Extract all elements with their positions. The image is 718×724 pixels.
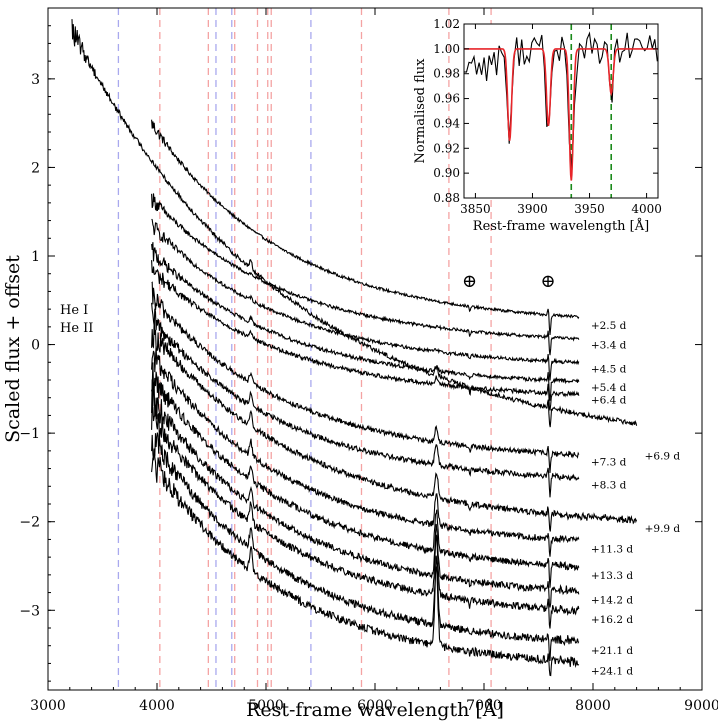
x-tick-label: 7000 bbox=[466, 698, 502, 714]
x-axis-label: Rest-frame wavelength [Å] bbox=[246, 699, 504, 721]
inset-x-axis-label: Rest-frame wavelength [Å] bbox=[473, 218, 649, 234]
y-tick-label: 1 bbox=[31, 249, 40, 265]
epoch-label: +3.4 d bbox=[591, 340, 627, 352]
epoch-label: +4.5 d bbox=[591, 363, 627, 375]
epoch-label: +7.3 d bbox=[591, 456, 627, 468]
inset-x-tick-label: 3950 bbox=[574, 202, 605, 216]
spectrum-line bbox=[151, 119, 580, 336]
line-markers bbox=[117, 8, 492, 690]
spectrum-line bbox=[151, 193, 580, 356]
y-axis-label: Scaled flux + offset bbox=[2, 255, 24, 443]
x-tick-label: 4000 bbox=[139, 698, 175, 714]
inset-y-tick-label: 0.94 bbox=[433, 116, 460, 130]
model-spectrum bbox=[464, 48, 658, 181]
inset-y-tick-label: 0.92 bbox=[433, 141, 460, 155]
telluric-symbol: ⊕ bbox=[540, 271, 555, 292]
epoch-label: +21.1 d bbox=[591, 645, 634, 657]
y-tick-label: −3 bbox=[19, 603, 40, 619]
inset-y-tick-label: 0.88 bbox=[433, 191, 460, 205]
y-tick-label: 2 bbox=[31, 160, 40, 176]
main-plot: +2.5 d +3.4 d +4.5 d +5.4 d+6.4 d +6.9 d +7.3… bbox=[2, 7, 718, 721]
inset-x-tick-label: 4000 bbox=[631, 202, 662, 216]
spectrum-line bbox=[151, 218, 580, 381]
telluric-symbol: ⊕ bbox=[462, 271, 477, 292]
spectrum-line bbox=[151, 404, 580, 629]
spectrum-line bbox=[151, 320, 638, 532]
spectrum-line bbox=[151, 260, 580, 411]
epoch-label: +2.5 d bbox=[591, 320, 627, 332]
spectrum-line bbox=[151, 432, 580, 661]
legend-label: He II bbox=[60, 321, 93, 336]
spectrum-line bbox=[71, 19, 638, 428]
spectrum-line bbox=[151, 362, 580, 588]
spectrum-line bbox=[151, 281, 580, 473]
epoch-label: +13.3 d bbox=[591, 570, 634, 582]
x-tick-label: 8000 bbox=[575, 698, 611, 714]
x-tick-label: 5000 bbox=[248, 698, 284, 714]
epoch-label: +16.2 d bbox=[591, 614, 634, 626]
inset-y-tick-label: 1.00 bbox=[433, 42, 460, 56]
epoch-label: +11.3 d bbox=[591, 543, 634, 555]
x-tick-label: 3000 bbox=[30, 698, 66, 714]
epoch-label: +6.4 d bbox=[591, 394, 627, 406]
epoch-label: +14.2 d bbox=[591, 595, 634, 607]
inset-y-tick-label: 1.02 bbox=[433, 17, 460, 31]
legend-label: He I bbox=[60, 303, 88, 318]
spectra: +2.5 d +3.4 d +4.5 d +5.4 d+6.4 d +6.9 d +7.3… bbox=[71, 19, 681, 678]
y-tick-label: 3 bbox=[31, 72, 40, 88]
epoch-label: +9.9 d bbox=[645, 523, 681, 535]
inset-x-tick-label: 3900 bbox=[517, 202, 548, 216]
spectrum-line bbox=[151, 379, 580, 608]
inset-x-tick-label: 3850 bbox=[460, 202, 491, 216]
x-tick-label: 9000 bbox=[684, 698, 718, 714]
inset-y-tick-label: 0.90 bbox=[433, 166, 460, 180]
spectrum-line bbox=[151, 242, 580, 401]
x-tick-label: 6000 bbox=[357, 698, 393, 714]
y-tick-label: −1 bbox=[19, 426, 40, 442]
y-tick-label: 0 bbox=[31, 338, 40, 354]
inset-y-tick-label: 0.96 bbox=[433, 92, 460, 106]
inset-frame-border bbox=[463, 23, 659, 199]
inset-y-tick-label: 0.98 bbox=[433, 67, 460, 81]
epoch-label: +8.3 d bbox=[591, 480, 627, 492]
epoch-label: +24.1 d bbox=[591, 666, 634, 678]
spectrum-line bbox=[151, 346, 580, 557]
spectrum-line bbox=[151, 302, 580, 498]
inset-y-axis-label: Normalised flux bbox=[413, 58, 428, 164]
epoch-label: +6.9 d bbox=[645, 450, 681, 462]
inset-plot: 3850 3900 3950 4000 1.02 1.00 0.98 0.96 0.94 0.92… bbox=[413, 17, 662, 234]
spectrum-line bbox=[151, 448, 580, 677]
y-tick-label: −2 bbox=[19, 515, 40, 531]
epoch-label: +5.4 d bbox=[591, 382, 627, 394]
